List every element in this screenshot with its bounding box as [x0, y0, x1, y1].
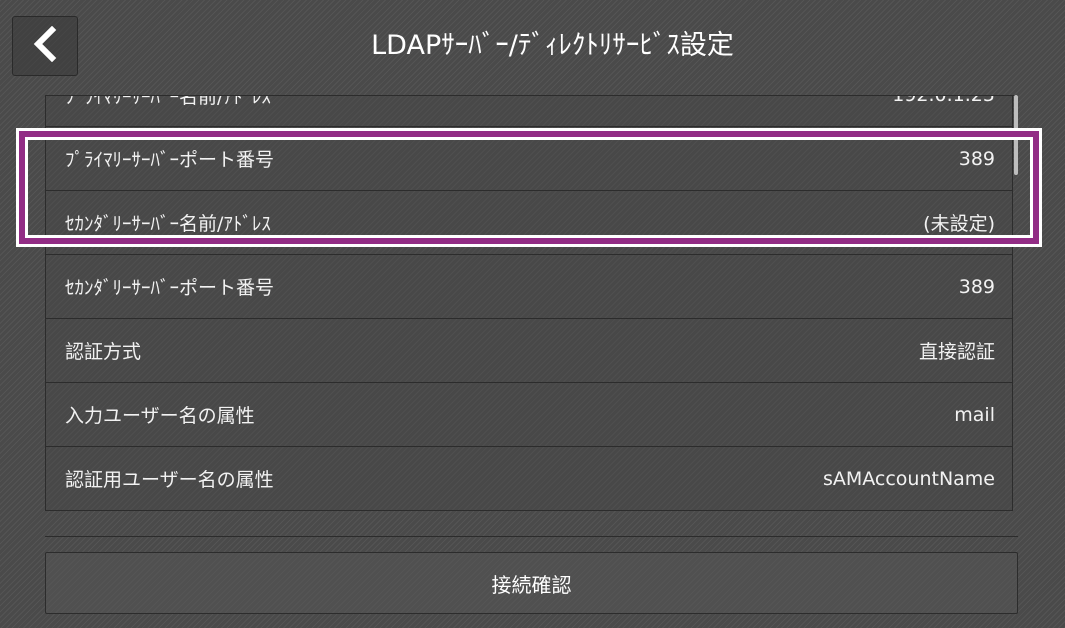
setting-label: ｾｶﾝﾀﾞﾘｰｻｰﾊﾞｰ名前/ｱﾄﾞﾚｽ [65, 213, 271, 235]
list-item-secondary-server-address[interactable]: ｾｶﾝﾀﾞﾘｰｻｰﾊﾞｰ名前/ｱﾄﾞﾚｽ (未設定) [45, 191, 1013, 255]
setting-value: sAMAccountName [822, 467, 995, 490]
list-item-auth-username-attribute[interactable]: 認証用ユーザー名の属性 sAMAccountName [45, 447, 1013, 511]
connection-check-button[interactable]: 接続確認 [45, 552, 1018, 614]
list-item-secondary-server-port[interactable]: ｾｶﾝﾀﾞﾘｰｻｰﾊﾞｰポート番号 389 [45, 255, 1013, 319]
setting-value: mail [954, 403, 995, 426]
setting-value: 389 [958, 275, 995, 298]
page-title: LDAPｻｰﾊﾞｰ/ﾃﾞｨﾚｸﾄﾘｻｰﾋﾞｽ設定 [371, 30, 734, 61]
setting-value: 192.0.1.25 [892, 95, 995, 106]
chevron-left-icon [32, 25, 58, 66]
list-item-primary-server-port[interactable]: ﾌﾟﾗｲﾏﾘｰｻｰﾊﾞｰポート番号 389 [45, 127, 1013, 191]
list-item-auth-method[interactable]: 認証方式 直接認証 [45, 319, 1013, 383]
setting-label: ﾌﾟﾗｲﾏﾘｰｻｰﾊﾞｰ名前/ｱﾄﾞﾚｽ [65, 95, 271, 108]
setting-label: 入力ユーザー名の属性 [65, 405, 255, 427]
list-item-input-username-attribute[interactable]: 入力ユーザー名の属性 mail [45, 383, 1013, 447]
setting-value: (未設定) [923, 213, 995, 235]
setting-label: ﾌﾟﾗｲﾏﾘｰｻｰﾊﾞｰポート番号 [65, 149, 275, 171]
scrollbar[interactable] [1014, 95, 1018, 175]
setting-value: 直接認証 [918, 341, 995, 363]
setting-label: 認証用ユーザー名の属性 [65, 469, 274, 491]
list-item-primary-server-address[interactable]: ﾌﾟﾗｲﾏﾘｰｻｰﾊﾞｰ名前/ｱﾄﾞﾚｽ 192.0.1.25 [45, 95, 1013, 127]
setting-label: 認証方式 [65, 341, 142, 363]
settings-list[interactable]: ﾌﾟﾗｲﾏﾘｰｻｰﾊﾞｰ名前/ｱﾄﾞﾚｽ 192.0.1.25 ﾌﾟﾗｲﾏﾘｰｻ… [45, 95, 1018, 537]
header-bar: LDAPｻｰﾊﾞｰ/ﾃﾞｨﾚｸﾄﾘｻｰﾋﾞｽ設定 [0, 0, 1065, 92]
setting-label: ｾｶﾝﾀﾞﾘｰｻｰﾊﾞｰポート番号 [65, 277, 275, 299]
setting-value: 389 [958, 147, 995, 170]
back-button[interactable] [12, 16, 78, 76]
